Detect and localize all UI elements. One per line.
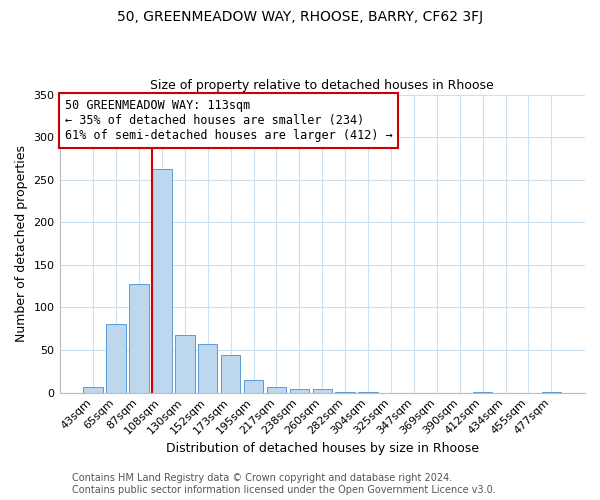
Text: 50 GREENMEADOW WAY: 113sqm
← 35% of detached houses are smaller (234)
61% of sem: 50 GREENMEADOW WAY: 113sqm ← 35% of deta… (65, 99, 392, 142)
Bar (313, 389, 332, 392)
Text: 50, GREENMEADOW WAY, RHOOSE, BARRY, CF62 3FJ: 50, GREENMEADOW WAY, RHOOSE, BARRY, CF62… (117, 10, 483, 24)
Bar (152, 168, 172, 392)
X-axis label: Distribution of detached houses by size in Rhoose: Distribution of detached houses by size … (166, 442, 479, 455)
Bar (221, 355, 241, 393)
Bar (129, 284, 149, 393)
Bar (175, 334, 194, 392)
Bar (83, 386, 103, 392)
Bar (290, 389, 309, 392)
Bar (106, 324, 126, 392)
Title: Size of property relative to detached houses in Rhoose: Size of property relative to detached ho… (151, 79, 494, 92)
Text: Contains HM Land Registry data © Crown copyright and database right 2024.
Contai: Contains HM Land Registry data © Crown c… (72, 474, 496, 495)
Bar (267, 386, 286, 392)
Bar (198, 344, 217, 393)
Y-axis label: Number of detached properties: Number of detached properties (15, 145, 28, 342)
Bar (244, 380, 263, 392)
